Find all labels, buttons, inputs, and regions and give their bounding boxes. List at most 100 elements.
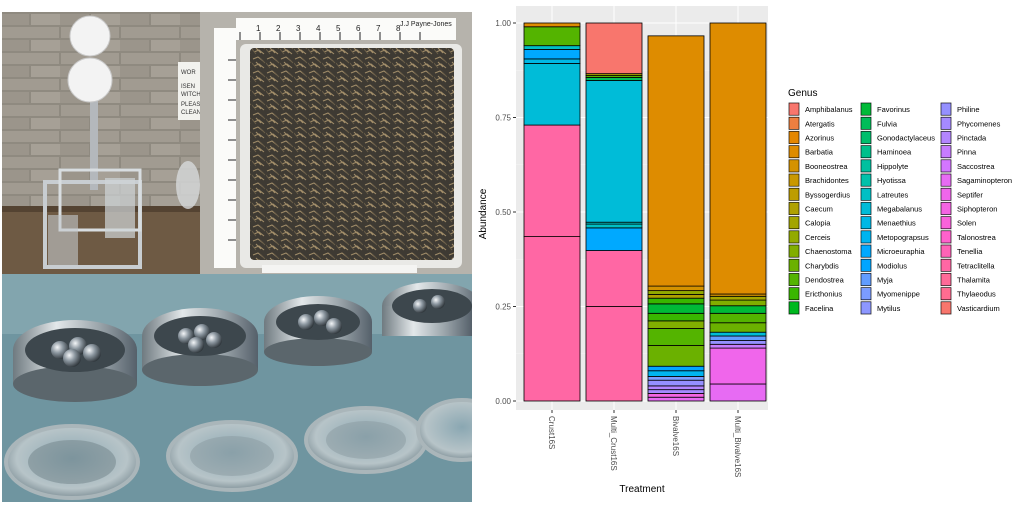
legend-swatch xyxy=(860,173,872,187)
legend-label: Septifer xyxy=(957,190,983,199)
legend-item: Pinctada xyxy=(940,130,987,145)
legend-swatch xyxy=(940,301,952,315)
ruler-number: 1 xyxy=(256,24,261,33)
legend-label: Atergatis xyxy=(805,119,835,128)
y-tick-label: 0.00 xyxy=(495,397,511,406)
legend-label: Latreutes xyxy=(877,190,909,199)
ruler-number: 8 xyxy=(396,24,401,33)
legend-item: Myomenippe xyxy=(860,286,920,301)
legend-swatch xyxy=(788,131,800,144)
x-tick-label: Crust16S xyxy=(547,416,556,449)
legend-item: Tetraclitella xyxy=(940,258,995,273)
bar-segment xyxy=(647,389,705,394)
ruler-number: 7 xyxy=(376,24,381,33)
bar-segment xyxy=(523,58,581,64)
legend-item: Dendostrea xyxy=(788,272,845,287)
legend-swatch xyxy=(788,216,800,230)
legend-item: Thylaeodus xyxy=(940,286,996,301)
bars xyxy=(523,22,767,402)
bar-segment xyxy=(647,376,705,381)
legend-item: Cerceis xyxy=(788,229,831,244)
bar-segment xyxy=(709,335,767,341)
legend-swatch xyxy=(860,273,872,286)
bar-segment xyxy=(647,365,705,372)
bar-stack xyxy=(647,35,705,402)
photo-sediment-device: WOR ISEN WITCH PLEAS CLEAN xyxy=(2,12,201,274)
bar-segment xyxy=(647,294,705,299)
ruler-number: 6 xyxy=(356,24,361,33)
legend-label: Philine xyxy=(957,105,980,114)
y-tick-label: 0.50 xyxy=(495,208,511,217)
legend-item: Atergatis xyxy=(788,116,835,131)
y-tick-label: 1.00 xyxy=(495,19,511,28)
legend-label: Menaethius xyxy=(877,219,916,228)
bar-segment xyxy=(647,385,705,391)
legend-label: Hippolyte xyxy=(877,162,908,171)
bar-segment xyxy=(709,299,767,307)
legend-swatch xyxy=(788,301,800,315)
bar-segment xyxy=(647,285,705,292)
y-tick-label: 0.25 xyxy=(495,303,511,312)
legend-item: Saccostrea xyxy=(940,158,995,173)
legend-label: Byssogerdius xyxy=(805,190,850,199)
legend-label: Fulvia xyxy=(877,119,898,128)
photo-collage-svg: WOR ISEN WITCH PLEAS CLEAN xyxy=(2,12,508,502)
legend-swatch xyxy=(860,187,872,201)
legend-label: Caecum xyxy=(805,205,833,214)
legend-label: Booneostrea xyxy=(805,162,848,171)
legend-item: Menaethius xyxy=(860,215,916,230)
legend-swatch xyxy=(940,230,952,244)
legend-swatch xyxy=(788,173,800,187)
x-tick-label: Multi_Crust16S xyxy=(609,416,618,471)
legend-swatch xyxy=(860,258,872,272)
sign-line: CLEAN xyxy=(181,110,201,116)
legend-swatch xyxy=(940,187,952,201)
legend-label: Amphibalanus xyxy=(805,105,853,114)
legend-label: Charybdis xyxy=(805,261,839,270)
legend-item: Fulvia xyxy=(860,116,898,131)
bar-segment xyxy=(585,223,643,229)
ruler-label: J.J Payne-Jones xyxy=(400,21,452,28)
legend-item: Favorinus xyxy=(860,102,910,117)
bar-stack xyxy=(709,22,767,402)
legend-swatch xyxy=(788,187,800,201)
photo-ball-mill-cups xyxy=(2,274,508,502)
legend-swatch xyxy=(788,145,800,159)
bar-segment xyxy=(709,295,767,301)
legend-item: Metopograpsus xyxy=(860,229,929,244)
legend-swatch xyxy=(860,116,872,130)
legend-label: Hyotissa xyxy=(877,176,907,185)
bar-segment xyxy=(585,80,643,223)
x-tick-label: Bivalve16S xyxy=(671,416,680,456)
bar-segment xyxy=(585,227,643,251)
legend-swatch xyxy=(788,287,800,301)
legend-swatch xyxy=(860,230,872,244)
legend-swatch xyxy=(788,102,800,116)
legend-item: Vasticardium xyxy=(940,300,1000,315)
legend-label: Megabalanus xyxy=(877,205,922,214)
ruler-number: 3 xyxy=(296,24,301,33)
legend-label: Siphopteron xyxy=(957,205,997,214)
legend-label: Pinctada xyxy=(957,134,987,143)
legend-item: Hippolyte xyxy=(860,158,908,173)
bar-segment xyxy=(523,124,581,237)
legend-item: Gonodactylaceus xyxy=(860,130,935,145)
legend-label: Ericthonius xyxy=(805,290,842,299)
legend-label: Talonostrea xyxy=(957,233,997,242)
legend-swatch xyxy=(788,230,800,244)
legend-item: Latreutes xyxy=(860,187,909,202)
photo-sediment-tray: J.J Payne-Jones 1 2 3 4 5 6 7 8 xyxy=(200,12,472,274)
legend-label: Brachidontes xyxy=(805,176,849,185)
bar-segment xyxy=(647,303,705,314)
legend-swatch xyxy=(788,202,800,215)
legend-label: Mytilus xyxy=(877,304,901,313)
legend-swatch xyxy=(860,216,872,230)
bar-segment xyxy=(647,290,705,295)
legend-swatch xyxy=(788,258,800,272)
bar-segment xyxy=(647,345,705,367)
bar-segment xyxy=(585,22,643,75)
bar-segment xyxy=(709,331,767,337)
legend-swatch xyxy=(940,258,952,272)
legend-label: Pinna xyxy=(957,148,977,157)
legend-item: Talonostrea xyxy=(940,229,997,244)
